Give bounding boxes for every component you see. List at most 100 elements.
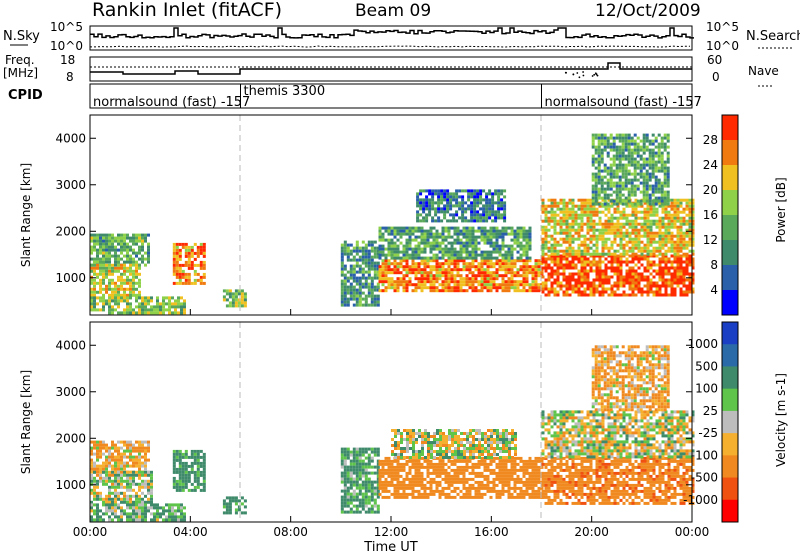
heatmap-cell (513, 247, 517, 251)
heatmap-cell (177, 509, 180, 513)
heatmap-cell (444, 286, 448, 290)
heatmap-cell (420, 259, 424, 263)
heatmap-cell (660, 163, 664, 167)
heatmap-cell (184, 245, 188, 249)
heatmap-cell (434, 210, 438, 214)
heatmap-cell (685, 287, 689, 291)
heatmap-cell (138, 470, 141, 474)
heatmap-cell (556, 281, 560, 285)
heatmap-cell (630, 190, 634, 194)
heatmap-cell (610, 219, 614, 223)
heatmap-cell (609, 193, 613, 197)
heatmap-cell (525, 244, 529, 248)
heatmap-cell (660, 142, 664, 146)
heatmap-cell (492, 226, 496, 230)
heatmap-cell (384, 471, 388, 475)
heatmap-cell (93, 518, 96, 522)
heatmap-cell (138, 485, 141, 489)
heatmap-cell (501, 226, 505, 230)
heatmap-cell (138, 443, 141, 447)
heatmap-cell (634, 263, 638, 267)
heatmap-cell (358, 450, 362, 454)
heatmap-cell (519, 229, 523, 233)
heatmap-cell (414, 265, 418, 269)
heatmap-cell (600, 154, 604, 158)
heatmap-cell (129, 440, 132, 444)
heatmap-cell (501, 274, 505, 278)
heatmap-cell (507, 280, 511, 284)
heatmap-cell (178, 473, 182, 477)
heatmap-cell (108, 260, 111, 264)
heatmap-cell (565, 240, 569, 244)
heatmap-cell (411, 268, 415, 272)
heatmap-cell (652, 252, 656, 256)
heatmap-cell (468, 235, 472, 239)
heatmap-cell (105, 251, 108, 255)
heatmap-cell (178, 275, 182, 279)
heatmap-cell (114, 464, 117, 468)
heatmap-cell (649, 263, 653, 267)
heatmap-cell (165, 515, 168, 519)
heatmap-cell (606, 145, 610, 149)
heatmap-cell (340, 243, 344, 247)
heatmap-cell (384, 256, 388, 260)
heatmap-cell (504, 268, 508, 272)
heatmap-cell (613, 240, 617, 244)
heatmap-cell (462, 259, 466, 263)
heatmap-cell (556, 243, 560, 247)
heatmap-cell (646, 266, 650, 270)
heatmap-cell (634, 254, 638, 258)
heatmap-cell (108, 503, 111, 507)
heatmap-cell (114, 509, 117, 513)
heatmap-cell (387, 286, 391, 290)
heatmap-cell (603, 175, 607, 179)
heatmap-cell (150, 494, 153, 498)
heatmap-cell (126, 470, 129, 474)
heatmap-cell (141, 512, 144, 516)
heatmap-cell (114, 479, 117, 483)
heatmap-cell (437, 219, 441, 223)
heatmap-cell (346, 303, 350, 307)
heatmap-cell (547, 210, 551, 214)
heatmap-cell (129, 458, 132, 462)
heatmap-cell (489, 289, 493, 293)
heatmap-cell (663, 133, 667, 137)
heatmap-cell (604, 231, 608, 235)
heatmap-cell (471, 229, 475, 233)
heatmap-cell (568, 293, 572, 297)
heatmap-cell (387, 265, 391, 269)
heatmap-cell (625, 293, 629, 297)
heatmap-cell (591, 199, 595, 203)
heatmap-cell (631, 249, 635, 253)
heatmap-cell (661, 210, 665, 214)
heatmap-cell (500, 201, 504, 205)
heatmap-cell (411, 265, 415, 269)
heatmap-cell (470, 192, 474, 196)
heatmap-cell (470, 207, 474, 211)
heatmap-cell (376, 480, 380, 484)
heatmap-cell (399, 256, 403, 260)
heatmap-cell (150, 500, 153, 504)
heatmap-cell (108, 497, 111, 501)
heatmap-cell (586, 287, 590, 291)
heatmap-cell (367, 249, 371, 253)
heatmap-cell (592, 287, 596, 291)
heatmap-cell (93, 479, 96, 483)
heatmap-cell (621, 142, 625, 146)
heatmap-cell (537, 259, 541, 263)
heatmap-cell (642, 193, 646, 197)
heatmap-cell (190, 461, 194, 465)
heatmap-cell (631, 246, 635, 250)
heatmap-cell (193, 458, 197, 462)
heatmap-cell (607, 198, 611, 202)
heatmap-cell (621, 145, 625, 149)
heatmap-cell (612, 172, 616, 176)
heatmap-cell (387, 471, 391, 475)
heatmap-cell (470, 201, 474, 205)
heatmap-cell (480, 265, 484, 269)
nsky-tick-top: 10^5 (50, 20, 83, 34)
heatmap-cell (423, 247, 427, 251)
heatmap-cell (361, 507, 365, 511)
heatmap-cell (417, 268, 421, 272)
heatmap-cell (432, 241, 436, 245)
